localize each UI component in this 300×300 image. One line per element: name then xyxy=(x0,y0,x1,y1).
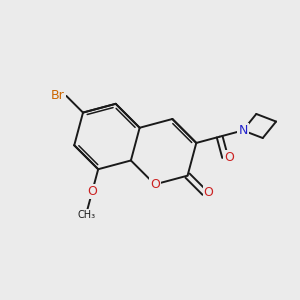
Text: Br: Br xyxy=(51,89,65,102)
Text: N: N xyxy=(238,124,248,137)
Text: CH₃: CH₃ xyxy=(78,210,96,220)
Text: O: O xyxy=(203,186,213,199)
Text: O: O xyxy=(150,178,160,191)
Text: O: O xyxy=(87,185,97,198)
Text: O: O xyxy=(224,151,234,164)
